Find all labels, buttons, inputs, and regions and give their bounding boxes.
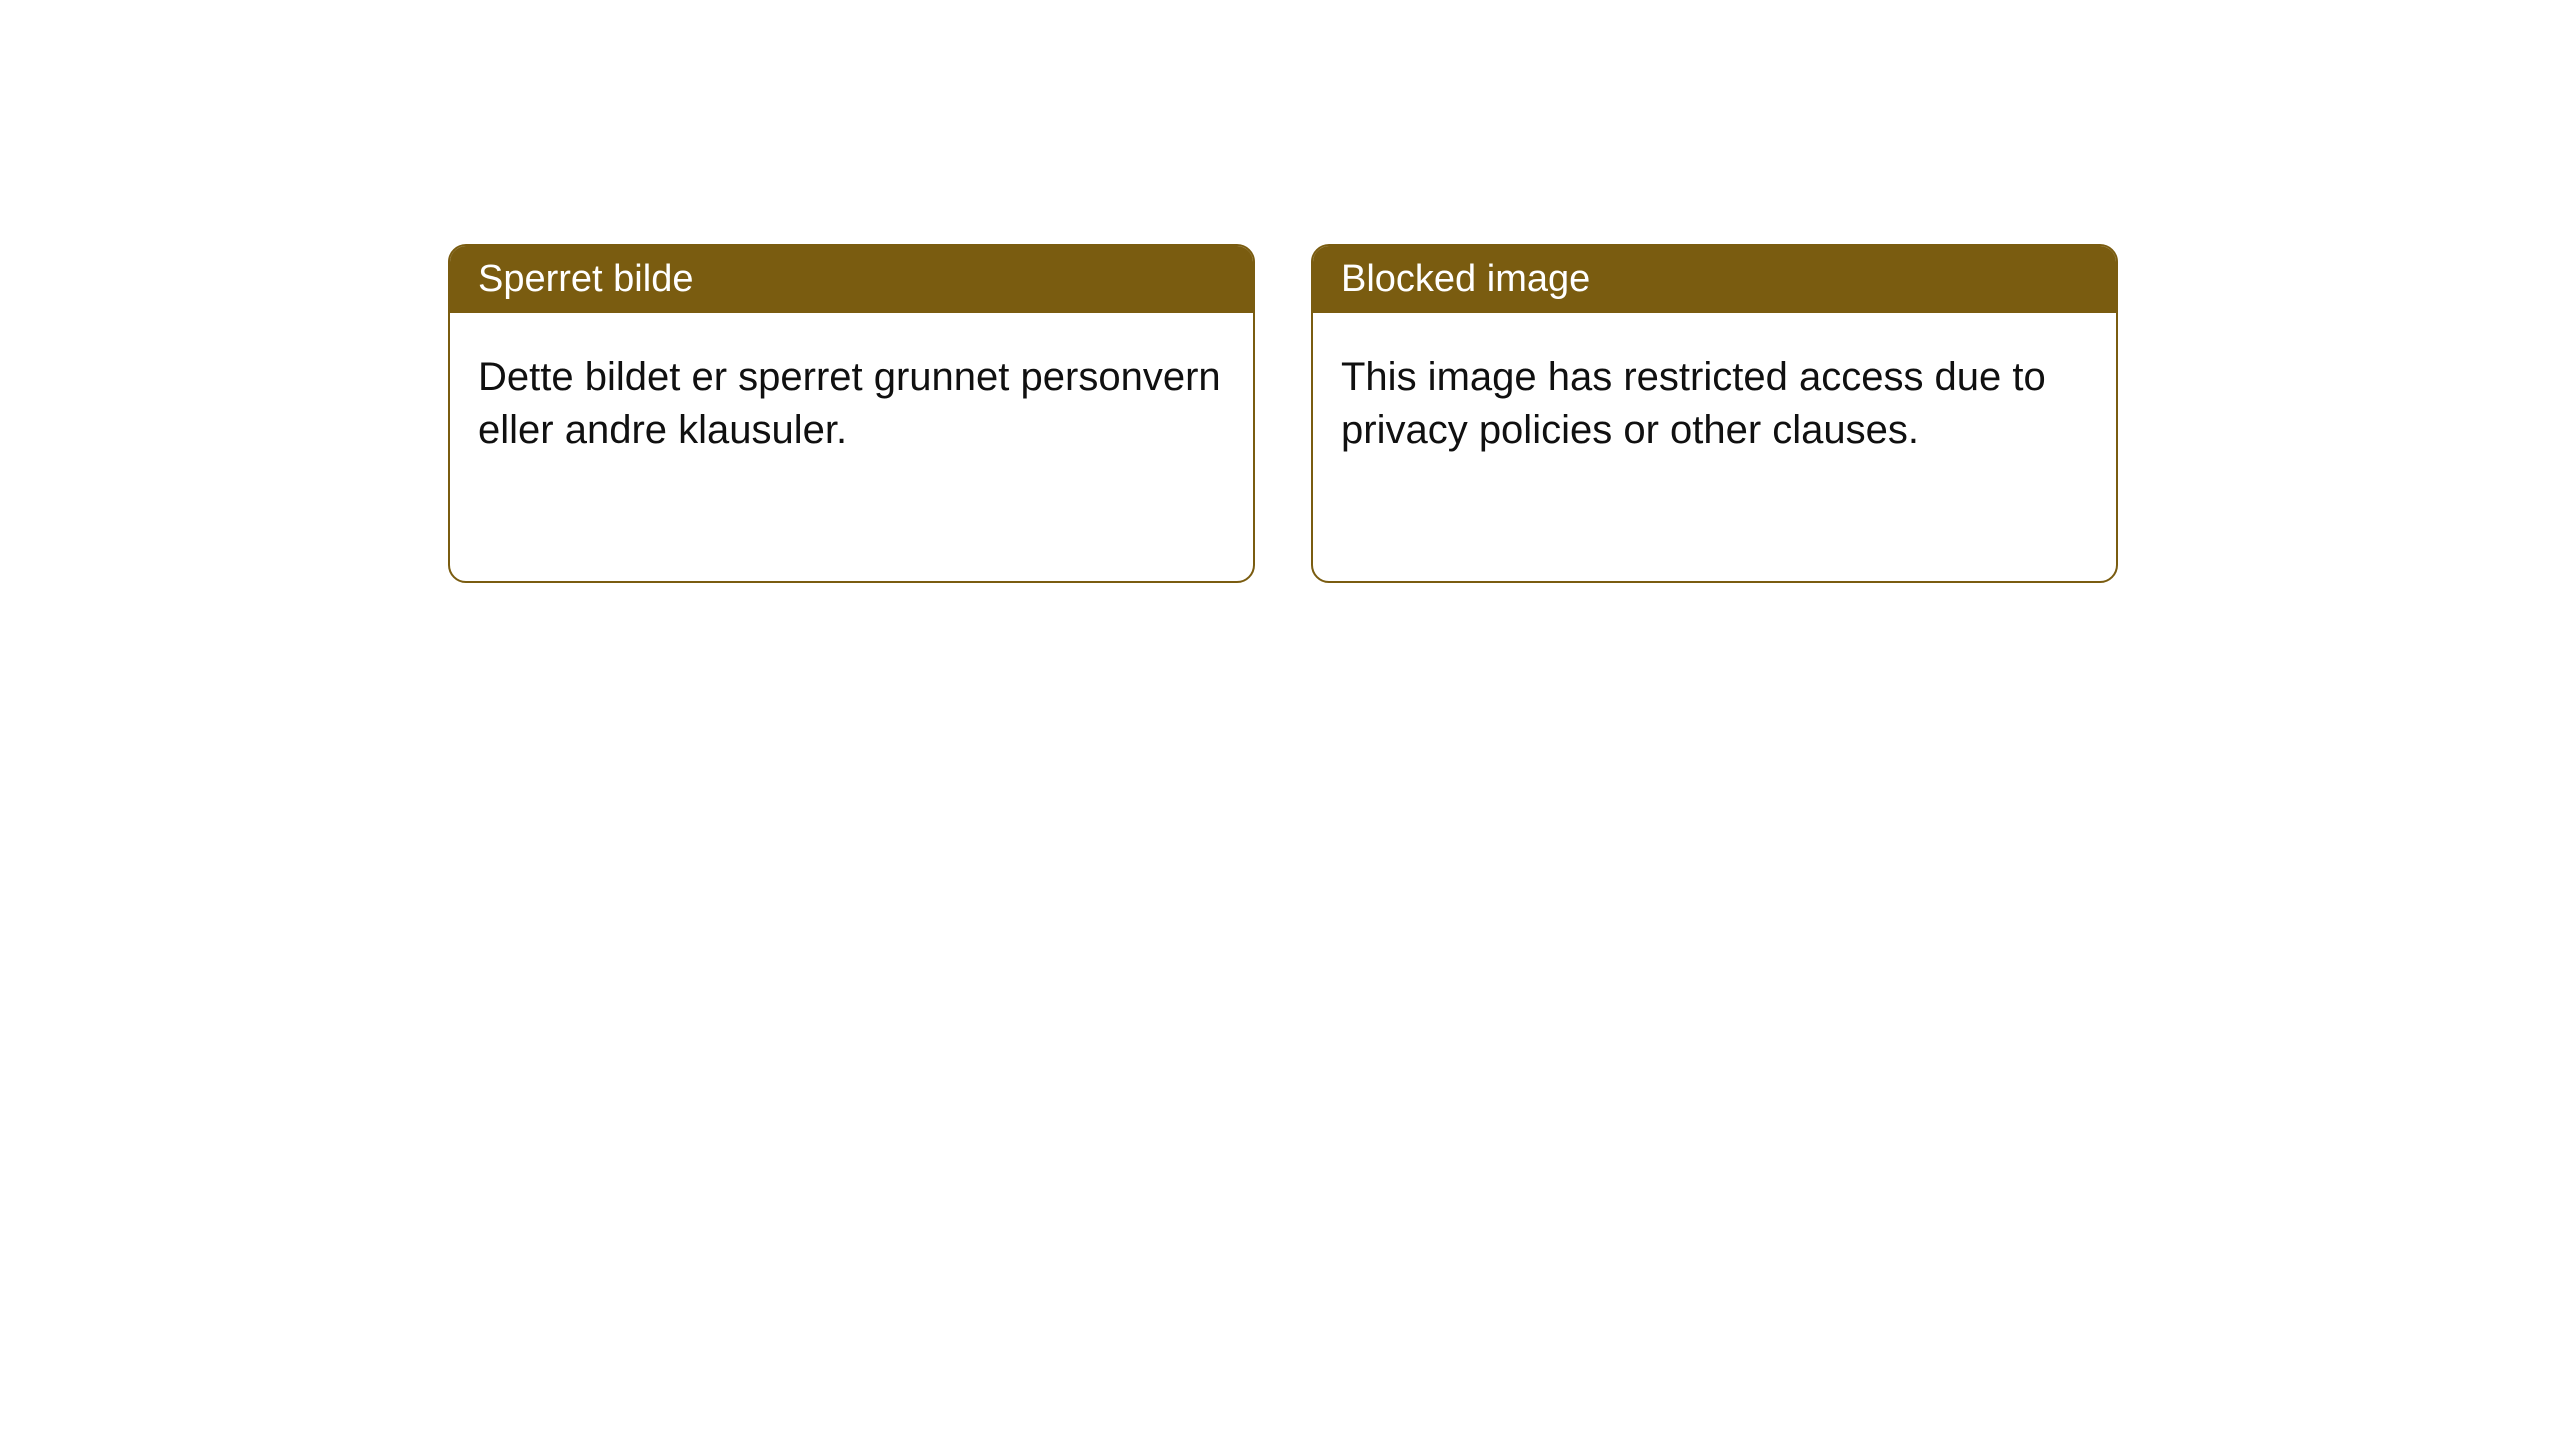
notice-text: Dette bildet er sperret grunnet personve… — [478, 351, 1225, 457]
notice-container: Sperret bilde Dette bildet er sperret gr… — [0, 0, 2560, 583]
notice-card-body: This image has restricted access due to … — [1313, 313, 2116, 581]
notice-title: Blocked image — [1341, 258, 1590, 300]
notice-title: Sperret bilde — [478, 258, 693, 300]
notice-text: This image has restricted access due to … — [1341, 351, 2088, 457]
notice-card-header: Sperret bilde — [450, 246, 1253, 313]
notice-card-body: Dette bildet er sperret grunnet personve… — [450, 313, 1253, 581]
notice-card-header: Blocked image — [1313, 246, 2116, 313]
notice-card-english: Blocked image This image has restricted … — [1311, 244, 2118, 583]
notice-card-norwegian: Sperret bilde Dette bildet er sperret gr… — [448, 244, 1255, 583]
